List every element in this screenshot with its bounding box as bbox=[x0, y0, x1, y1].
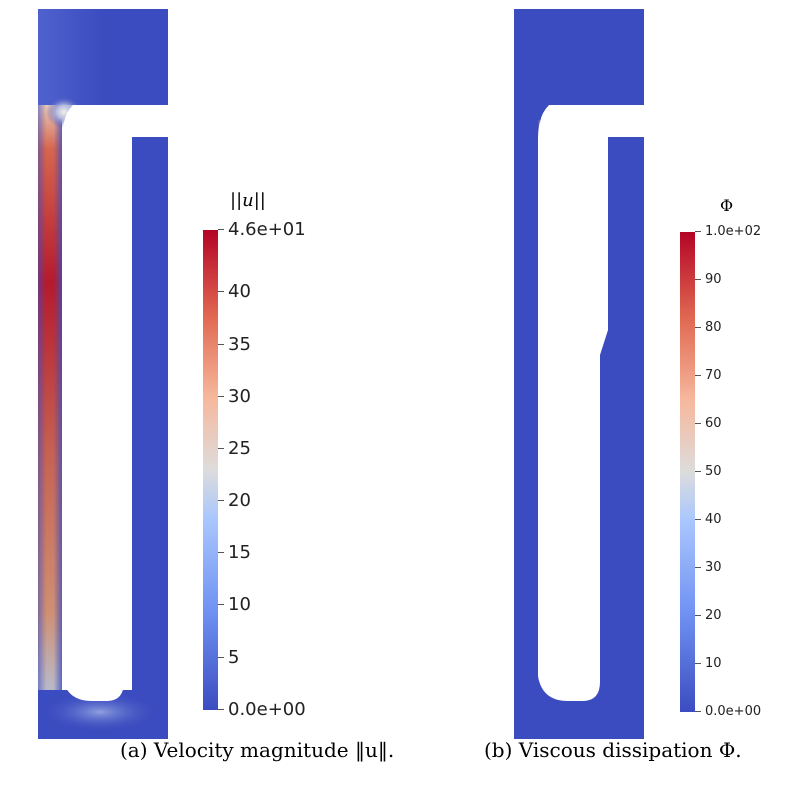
tick-mark bbox=[218, 500, 224, 502]
colorbar-tick: 15 bbox=[218, 542, 251, 564]
colorbar-gradient bbox=[203, 230, 218, 710]
velocity-field-image bbox=[38, 9, 168, 739]
tick-label: 4.6e+01 bbox=[228, 218, 306, 240]
wall-dissipation-layer bbox=[534, 120, 540, 680]
tick-label: 90 bbox=[705, 271, 722, 287]
colorbar-tick: 40 bbox=[218, 281, 251, 303]
tick-mark bbox=[218, 447, 224, 449]
obstacle-shape bbox=[62, 105, 168, 701]
colorbar-tick: 0.0e+00 bbox=[695, 704, 761, 719]
colorbar-tick: 60 bbox=[695, 416, 722, 431]
tick-label: 25 bbox=[228, 437, 251, 459]
colorbar-title: ||u|| bbox=[230, 190, 266, 211]
colorbar-tick: 0.0e+00 bbox=[218, 698, 306, 720]
tick-label: 20 bbox=[228, 490, 251, 512]
colorbar-tick: 5 bbox=[218, 646, 239, 668]
dissipation-field-panel: Φ 1.0e+02 90 80 70 60 50 40 30 20 10 0.0e+00 (b) V… bbox=[400, 0, 806, 796]
colorbar-tick: 10 bbox=[695, 656, 722, 671]
colorbar-tick: 30 bbox=[218, 385, 251, 407]
tick-label: 30 bbox=[228, 385, 251, 407]
colorbar-tick: 70 bbox=[695, 368, 722, 383]
colorbar-gradient bbox=[680, 232, 695, 712]
tick-label: 20 bbox=[705, 607, 722, 623]
tick-mark bbox=[218, 228, 224, 230]
colorbar-title: Φ bbox=[720, 196, 734, 215]
tick-label: 40 bbox=[705, 511, 722, 527]
colorbar-tick: 30 bbox=[695, 560, 722, 575]
tick-label: 60 bbox=[705, 415, 722, 431]
colorbar-tick: 20 bbox=[218, 490, 251, 512]
tick-label: 1.0e+02 bbox=[705, 223, 762, 239]
tick-mark bbox=[218, 552, 224, 554]
tick-mark bbox=[218, 343, 224, 345]
colorbar-tick: 25 bbox=[218, 437, 251, 459]
tick-mark bbox=[218, 395, 224, 397]
obstacle-shape bbox=[538, 105, 644, 701]
dissipation-field-image bbox=[514, 9, 644, 739]
tick-mark bbox=[695, 422, 701, 424]
tick-mark bbox=[218, 604, 224, 606]
tick-label: 35 bbox=[228, 333, 251, 355]
tick-mark bbox=[695, 470, 701, 472]
tick-mark bbox=[695, 278, 701, 280]
colorbar-tick: 90 bbox=[695, 272, 722, 287]
tick-label: 15 bbox=[228, 542, 251, 564]
top-reservoir bbox=[38, 9, 168, 105]
colorbar-tick: 10 bbox=[218, 594, 251, 616]
velocity-field-panel: ||u|| 4.6e+01 40 35 30 25 20 15 10 5 0.0e+00 (a) … bbox=[0, 0, 400, 796]
tick-label: 70 bbox=[705, 367, 722, 383]
tick-label: 0.0e+00 bbox=[705, 703, 762, 719]
colorbar-tick: 35 bbox=[218, 333, 251, 355]
colorbar-tick: 80 bbox=[695, 320, 722, 335]
tick-mark bbox=[218, 656, 224, 658]
tick-label: 80 bbox=[705, 319, 722, 335]
tick-mark bbox=[218, 291, 224, 293]
caption-b: (b) Viscous dissipation Φ. bbox=[484, 738, 742, 762]
caption-a: (a) Velocity magnitude ‖u‖. bbox=[120, 738, 395, 762]
tick-mark bbox=[695, 326, 701, 328]
tick-mark bbox=[695, 374, 701, 376]
tick-label: 10 bbox=[228, 594, 251, 616]
colorbar-tick: 40 bbox=[695, 512, 722, 527]
tick-mark bbox=[218, 708, 224, 710]
colorbar-tick: 20 bbox=[695, 608, 722, 623]
colorbar-tick: 1.0e+02 bbox=[695, 224, 761, 239]
tick-mark bbox=[695, 614, 701, 616]
tick-label: 50 bbox=[705, 463, 722, 479]
tick-mark bbox=[695, 518, 701, 520]
tick-mark bbox=[695, 662, 701, 664]
velocity-colorbar: ||u|| 4.6e+01 40 35 30 25 20 15 10 5 0.0e+00 bbox=[203, 190, 383, 720]
tick-label: 40 bbox=[228, 281, 251, 303]
tick-label: 10 bbox=[705, 655, 722, 671]
tick-mark bbox=[695, 566, 701, 568]
tick-label: 5 bbox=[228, 646, 240, 668]
tick-mark bbox=[695, 710, 701, 712]
tick-label: 30 bbox=[705, 559, 722, 575]
tick-label: 0.0e+00 bbox=[228, 698, 306, 720]
tick-mark bbox=[695, 230, 701, 232]
colorbar-tick: 4.6e+01 bbox=[218, 218, 306, 240]
colorbar-tick: 50 bbox=[695, 464, 722, 479]
dissipation-colorbar: Φ 1.0e+02 90 80 70 60 50 40 30 20 10 0.0e+00 bbox=[680, 196, 800, 720]
